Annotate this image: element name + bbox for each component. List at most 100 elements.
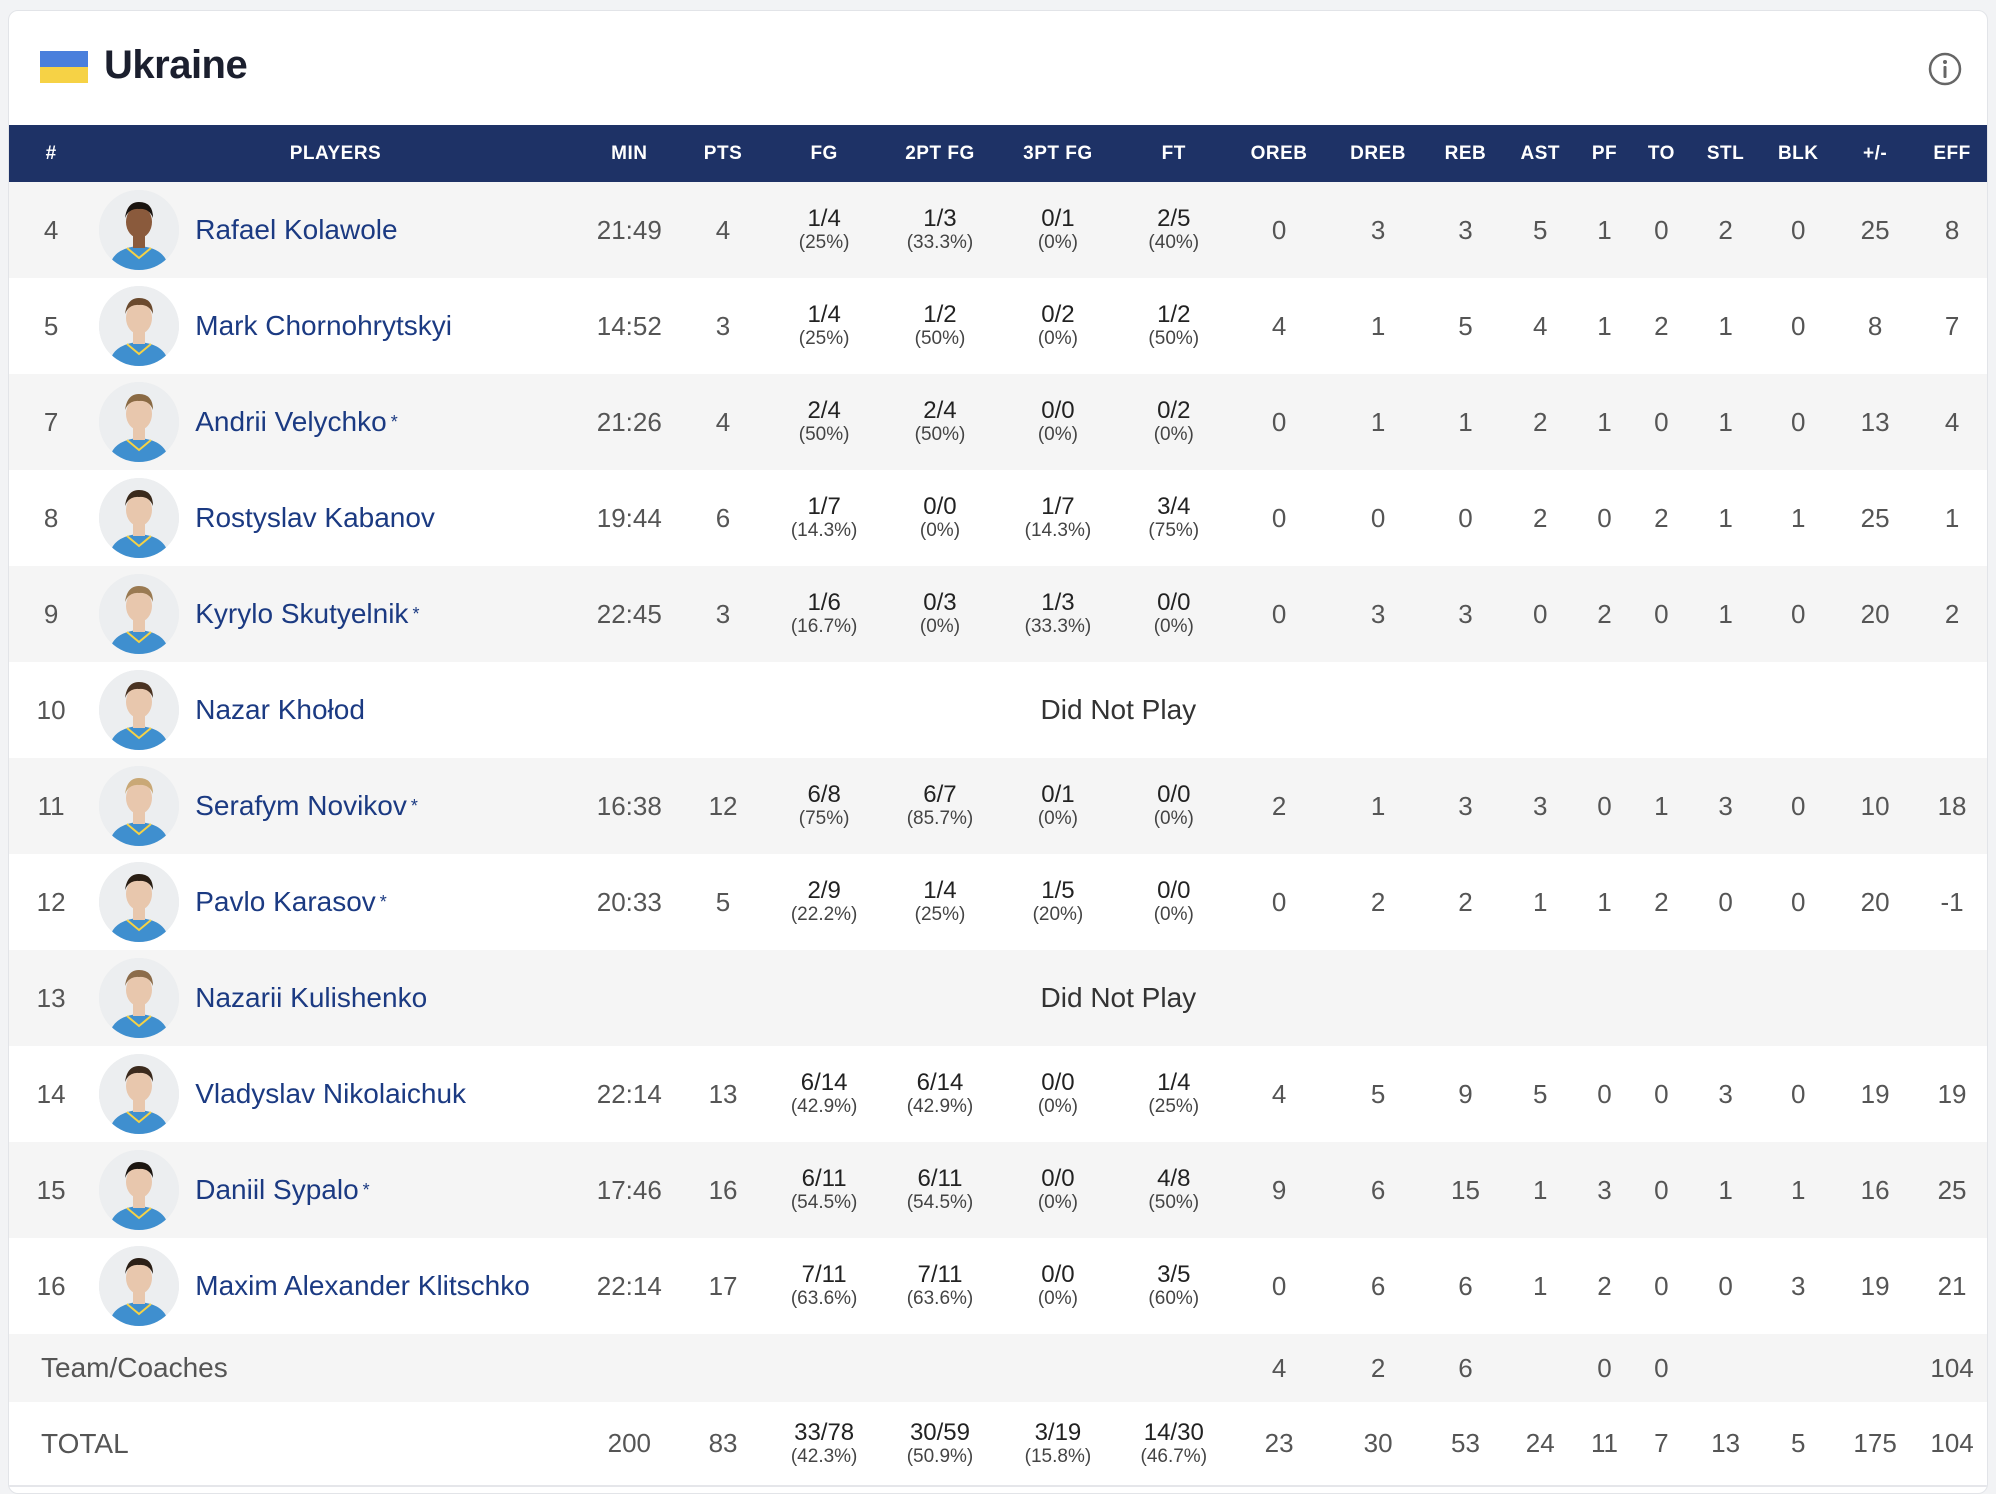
player-name-link[interactable]: Nazar Khołod: [195, 694, 365, 725]
player-avatar[interactable]: [99, 862, 180, 942]
player-avatar[interactable]: [99, 958, 180, 1038]
stat-to: 0: [1654, 1270, 1669, 1301]
player-avatar[interactable]: [99, 286, 180, 366]
player-name-link[interactable]: Rafael Kolawole: [195, 214, 398, 245]
player-avatar[interactable]: [99, 1054, 180, 1134]
stat-oreb: 4: [1271, 1078, 1287, 1109]
minutes: 22:14: [596, 1270, 662, 1301]
player-avatar[interactable]: [99, 382, 180, 462]
stat-oreb: 2: [1271, 790, 1287, 821]
column-header[interactable]: MIN: [611, 142, 648, 164]
column-header[interactable]: 3PT FG: [1023, 142, 1093, 164]
player-avatar[interactable]: [99, 574, 180, 654]
player-avatar[interactable]: [99, 766, 180, 846]
player-name-link[interactable]: Mark Chornohrytskyi: [195, 310, 452, 341]
stat-blk: 3: [1791, 1270, 1806, 1301]
free-throws: 1/2 (50%): [1119, 278, 1229, 374]
empty-cell: [1119, 1334, 1229, 1402]
column-header[interactable]: +/-: [1863, 142, 1888, 164]
player-avatar[interactable]: [99, 1246, 180, 1326]
player-name-link[interactable]: Kyrylo Skutyelnik: [195, 598, 409, 629]
stat-blk: 0: [1791, 406, 1806, 437]
player-row[interactable]: 12 Pavlo Karasov * 20:33 5 2/9 (22.2%) 1/4 (25%…: [9, 854, 1987, 950]
player-row[interactable]: 14 Vladyslav Nikolaichuk 22:14 13 6/14 (42.9…: [9, 1046, 1987, 1142]
column-header[interactable]: TO: [1647, 142, 1675, 164]
field-goals-percentage: (14.3%): [790, 520, 858, 541]
column-header[interactable]: AST: [1520, 142, 1560, 164]
stat-dreb: 3: [1370, 214, 1386, 245]
column-header[interactable]: FG: [810, 142, 838, 164]
column-header[interactable]: REB: [1444, 142, 1487, 164]
free-throws-percentage: (0%): [1153, 904, 1194, 925]
two-point-fg-made-attempted: 1/3: [923, 205, 957, 232]
minutes: 22:14: [596, 1078, 662, 1109]
stat-dreb: 6: [1370, 1270, 1386, 1301]
column-header[interactable]: 2PT FG: [905, 142, 975, 164]
stat-reb: 9: [1458, 1078, 1473, 1109]
player-avatar[interactable]: [99, 1150, 180, 1230]
player-name-link[interactable]: Serafym Novikov: [195, 790, 407, 821]
column-header[interactable]: PLAYERS: [289, 142, 382, 164]
player-row[interactable]: 4 Rafael Kolawole 21:49 4 1/4 (25%) 1/3 (33.3%…: [9, 182, 1987, 278]
free-throws-made-attempted: 4/8: [1157, 1165, 1191, 1192]
column-header[interactable]: PF: [1591, 142, 1618, 164]
player-name-link[interactable]: Maxim Alexander Klitschko: [195, 1270, 530, 1301]
info-icon[interactable]: [1927, 51, 1963, 87]
column-header[interactable]: DREB: [1350, 142, 1406, 164]
player-name-link[interactable]: Nazarii Kulishenko: [195, 982, 428, 1013]
field-goals: 1/4 (25%): [765, 182, 883, 278]
three-point-fg: 3/19 (15.8%): [997, 1402, 1119, 1486]
stat-pm: 19: [1860, 1078, 1890, 1109]
field-goals-percentage: (50%): [798, 424, 850, 445]
player-name-link[interactable]: Vladyslav Nikolaichuk: [195, 1078, 467, 1109]
column-header[interactable]: PTS: [703, 142, 743, 164]
two-point-fg: 1/3 (33.3%): [883, 182, 997, 278]
column-header[interactable]: #: [45, 142, 57, 164]
field-goals-percentage: (25%): [798, 328, 850, 349]
player-name-link[interactable]: Daniil Sypalo: [195, 1174, 359, 1205]
player-cell: Nazar Khołod: [93, 662, 577, 758]
stat-to: 2: [1654, 310, 1669, 341]
player-row[interactable]: 15 Daniil Sypalo * 17:46 16 6/11 (54.5%) 6/11(…: [9, 1142, 1987, 1238]
three-point-fg: 0/0 (0%): [997, 1142, 1119, 1238]
player-row[interactable]: 5 Mark Chornohrytskyi 14:52 3 1/4 (25%) 1/2 (5…: [9, 278, 1987, 374]
jersey-number: 13: [36, 982, 66, 1013]
column-header[interactable]: FT: [1161, 142, 1186, 164]
column-header[interactable]: BLK: [1777, 142, 1819, 164]
three-point-fg: 0/0 (0%): [997, 374, 1119, 470]
three-point-fg: 1/3 (33.3%): [997, 566, 1119, 662]
player-row[interactable]: 16 Maxim Alexander Klitschko 22:14 17 7/11(…: [9, 1238, 1987, 1334]
player-cell: Vladyslav Nikolaichuk: [93, 1046, 577, 1142]
stat-ast: 1: [1533, 1270, 1548, 1301]
player-row[interactable]: 11 Serafym Novikov * 16:38 12 6/8 (75%) 6/7 (85…: [9, 758, 1987, 854]
player-avatar[interactable]: [99, 670, 180, 750]
field-goals-made-attempted: 2/9: [807, 877, 841, 904]
three-point-fg-made-attempted: 0/0: [1041, 1261, 1075, 1288]
points: 5: [715, 886, 731, 917]
minutes: 21:49: [596, 214, 662, 245]
column-header[interactable]: EFF: [1933, 142, 1971, 164]
player-row[interactable]: 9 Kyrylo Skutyelnik * 22:45 3 1/6 (16.7%) 0/3(…: [9, 566, 1987, 662]
player-avatar[interactable]: [99, 190, 180, 270]
two-point-fg-made-attempted: 0/0: [923, 493, 957, 520]
stat-eff: 25: [1937, 1174, 1967, 1205]
empty-cell: [883, 1334, 997, 1402]
column-header[interactable]: STL: [1706, 142, 1745, 164]
stat-pm: 8: [1867, 310, 1883, 341]
stat-pm: 20: [1860, 598, 1890, 629]
player-name-link[interactable]: Andrii Velychko: [195, 406, 387, 437]
two-point-fg-made-attempted: 7/11: [917, 1261, 963, 1288]
player-name-link[interactable]: Rostyslav Kabanov: [195, 502, 435, 533]
player-row[interactable]: 8 Rostyslav Kabanov 19:44 6 1/7 (14.3%) 0/0 (0…: [9, 470, 1987, 566]
empty-cell: [1690, 1334, 1762, 1402]
player-avatar[interactable]: [99, 478, 180, 558]
player-row[interactable]: 10 Nazar Khołod Did Not Play: [9, 662, 1987, 758]
three-point-fg-made-attempted: 0/0: [1041, 1069, 1075, 1096]
three-point-fg-percentage: (0%): [1037, 1288, 1078, 1309]
player-row[interactable]: 7 Andrii Velychko * 21:26 4 2/4 (50%) 2/4 (50%)…: [9, 374, 1987, 470]
player-name-link[interactable]: Pavlo Karasov: [195, 886, 376, 917]
stat-stl: 0: [1718, 886, 1733, 917]
column-header[interactable]: OREB: [1250, 142, 1308, 164]
three-point-fg-percentage: (0%): [1037, 424, 1078, 445]
player-row[interactable]: 13 Nazarii Kulishenko Did Not Play: [9, 950, 1987, 1046]
